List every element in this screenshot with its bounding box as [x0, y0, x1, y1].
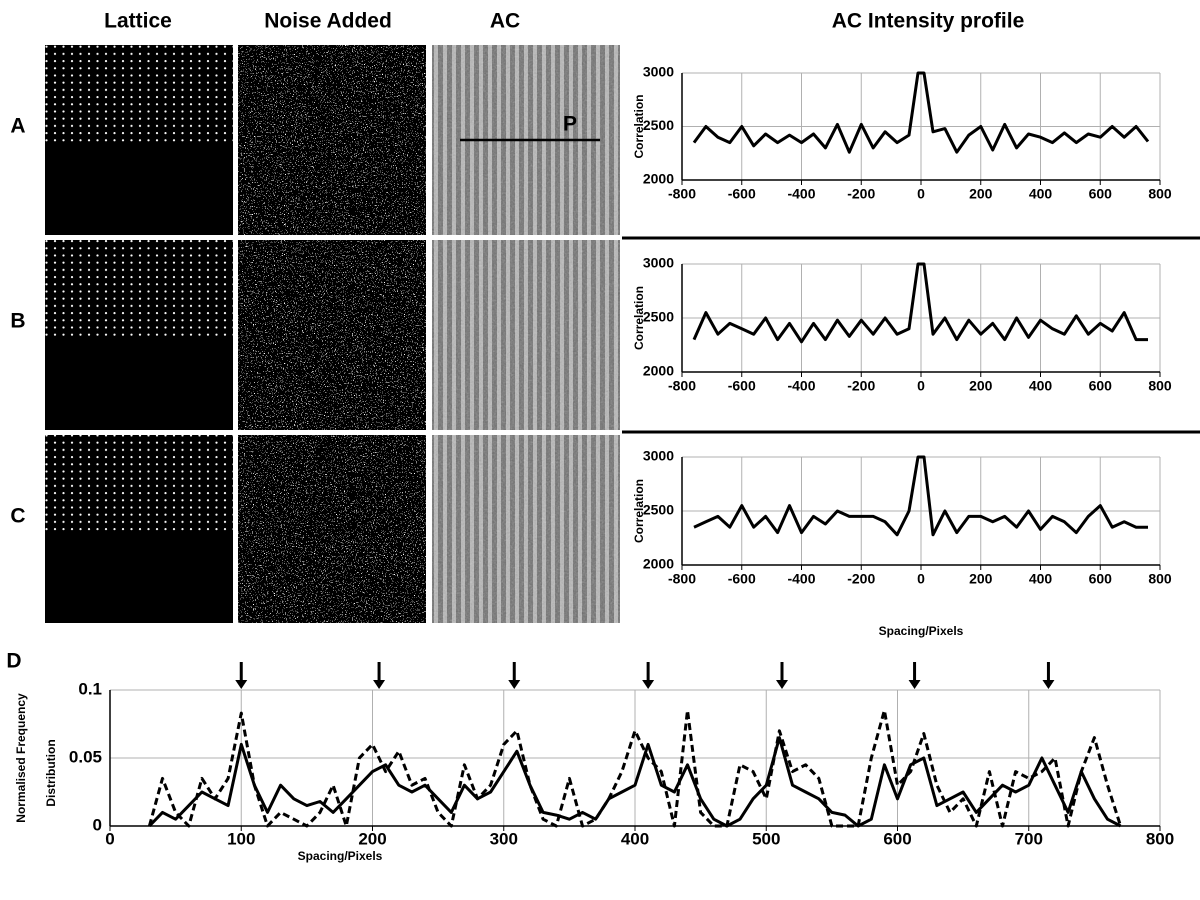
arrow — [1042, 662, 1055, 689]
y-axis-label: Correlation — [632, 94, 646, 158]
x-tick-label: -600 — [728, 571, 756, 587]
x-tick-label: -400 — [787, 186, 815, 202]
y-axis-label: Normalised Frequency — [14, 693, 28, 823]
y-tick-label: 2500 — [643, 117, 674, 133]
x-tick-label: 800 — [1148, 378, 1172, 394]
column-header: Noise Added — [264, 10, 392, 33]
x-tick-label: 800 — [1148, 186, 1172, 202]
panel-label: A — [10, 115, 25, 138]
noise-speckle — [238, 45, 426, 235]
x-tick-label: 600 — [1089, 186, 1113, 202]
arrow — [776, 662, 788, 689]
x-tick-label: 700 — [1015, 829, 1043, 848]
series-line — [693, 455, 1148, 537]
x-tick-label: -400 — [787, 378, 815, 394]
y-tick-label: 0.05 — [69, 747, 102, 766]
x-tick-label: 600 — [883, 829, 911, 848]
x-axis-label: Spacing/Pixels — [298, 849, 383, 863]
y-tick-label: 2000 — [643, 556, 674, 572]
x-tick-label: -800 — [668, 571, 696, 587]
column-header: AC — [490, 10, 520, 33]
arrow-head — [908, 680, 921, 689]
x-tick-label: 600 — [1089, 571, 1113, 587]
panel-label: B — [10, 310, 25, 333]
noise-speckle — [238, 435, 426, 623]
panel-label: D — [6, 650, 21, 673]
x-tick-label: 200 — [358, 829, 386, 848]
arrow-head — [235, 680, 248, 689]
x-tick-label: 0 — [917, 571, 925, 587]
arrow-head — [508, 680, 521, 689]
x-tick-label: -600 — [728, 378, 756, 394]
x-tick-label: -800 — [668, 186, 696, 202]
arrow — [908, 662, 921, 689]
x-tick-label: 200 — [969, 186, 993, 202]
x-tick-label: -200 — [847, 571, 875, 587]
y-tick-label: 3000 — [643, 64, 674, 80]
x-tick-label: 500 — [752, 829, 780, 848]
noise-speckle — [238, 240, 426, 430]
arrow-head — [373, 680, 386, 689]
y-tick-label: 2000 — [643, 363, 674, 379]
ac-grain — [432, 240, 620, 430]
arrow — [373, 662, 386, 689]
x-tick-label: -800 — [668, 378, 696, 394]
x-tick-label: 800 — [1146, 829, 1174, 848]
x-tick-label: -200 — [847, 378, 875, 394]
column-header: AC Intensity profile — [832, 10, 1025, 33]
arrow — [642, 662, 655, 689]
column-header: Lattice — [104, 10, 172, 33]
lattice-dots — [45, 45, 233, 143]
y-tick-label: 2500 — [643, 502, 674, 518]
arrow — [508, 662, 521, 689]
x-tick-label: 200 — [969, 378, 993, 394]
y-axis-label: Correlation — [632, 479, 646, 543]
y-tick-label: 3000 — [643, 448, 674, 464]
x-tick-label: 800 — [1148, 571, 1172, 587]
panel-label: C — [10, 505, 25, 528]
lattice-dots — [45, 240, 233, 338]
x-tick-label: 300 — [490, 829, 518, 848]
profile-marker: P — [563, 113, 577, 136]
y-axis-label: Distribution — [44, 739, 58, 806]
x-tick-label: -200 — [847, 186, 875, 202]
y-tick-label: 2500 — [643, 309, 674, 325]
x-tick-label: 100 — [227, 829, 255, 848]
x-tick-label: -400 — [787, 571, 815, 587]
arrow-head — [776, 680, 788, 689]
x-tick-label: 400 — [1029, 186, 1053, 202]
arrow-head — [1042, 680, 1055, 689]
x-tick-label: 400 — [1029, 378, 1053, 394]
series-line — [692, 71, 1150, 154]
lattice-dots — [45, 435, 233, 533]
y-tick-label: 0 — [93, 815, 102, 834]
x-tick-label: 400 — [1029, 571, 1053, 587]
image-panels — [45, 45, 1200, 623]
y-tick-label: 2000 — [643, 171, 674, 187]
x-tick-label: 0 — [917, 186, 925, 202]
series-line — [147, 708, 1123, 828]
x-tick-label: 0 — [105, 829, 114, 848]
y-axis-label: Correlation — [632, 286, 646, 350]
x-tick-label: 0 — [917, 378, 925, 394]
x-tick-label: 600 — [1089, 378, 1113, 394]
x-axis-label: Spacing/Pixels — [879, 624, 964, 638]
y-tick-label: 3000 — [643, 255, 674, 271]
arrow-head — [642, 680, 655, 689]
x-tick-label: 400 — [621, 829, 649, 848]
x-tick-label: 200 — [969, 571, 993, 587]
arrow — [235, 662, 248, 689]
x-tick-label: -600 — [728, 186, 756, 202]
series-line — [692, 262, 1148, 344]
y-tick-label: 0.1 — [78, 679, 102, 698]
series-line — [148, 736, 1122, 828]
ac-grain — [432, 435, 620, 623]
